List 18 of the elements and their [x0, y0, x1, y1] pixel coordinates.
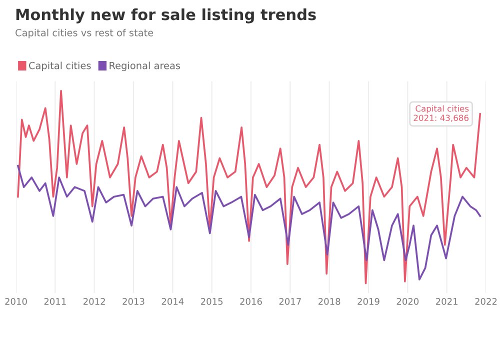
x-tick-label: 2017 — [279, 298, 301, 305]
x-tick-label: 2012 — [84, 298, 105, 305]
x-tick-label: 2011 — [44, 298, 66, 305]
x-tick-label: 2018 — [318, 298, 340, 305]
x-tick-label: 2013 — [122, 298, 144, 305]
x-tick-label: 2016 — [240, 298, 262, 305]
legend-label: Capital cities — [29, 62, 91, 72]
x-tick-label: 2022 — [475, 298, 497, 305]
annotation: Capital cities 2021: 43,686 — [414, 105, 469, 122]
x-tick-label: 2020 — [396, 298, 419, 305]
legend-label: Regional areas — [110, 62, 180, 72]
x-tick-label: 2021 — [436, 298, 458, 305]
x-tick-label: 2010 — [5, 298, 27, 305]
chart-title: Monthly new for sale listing trends — [16, 8, 316, 24]
x-tick-label: 2014 — [162, 298, 184, 305]
x-tick-label: 2015 — [201, 298, 223, 305]
chart-subtitle: Capital cities vs rest of state — [16, 28, 154, 38]
x-tick-label: 2019 — [358, 298, 380, 305]
